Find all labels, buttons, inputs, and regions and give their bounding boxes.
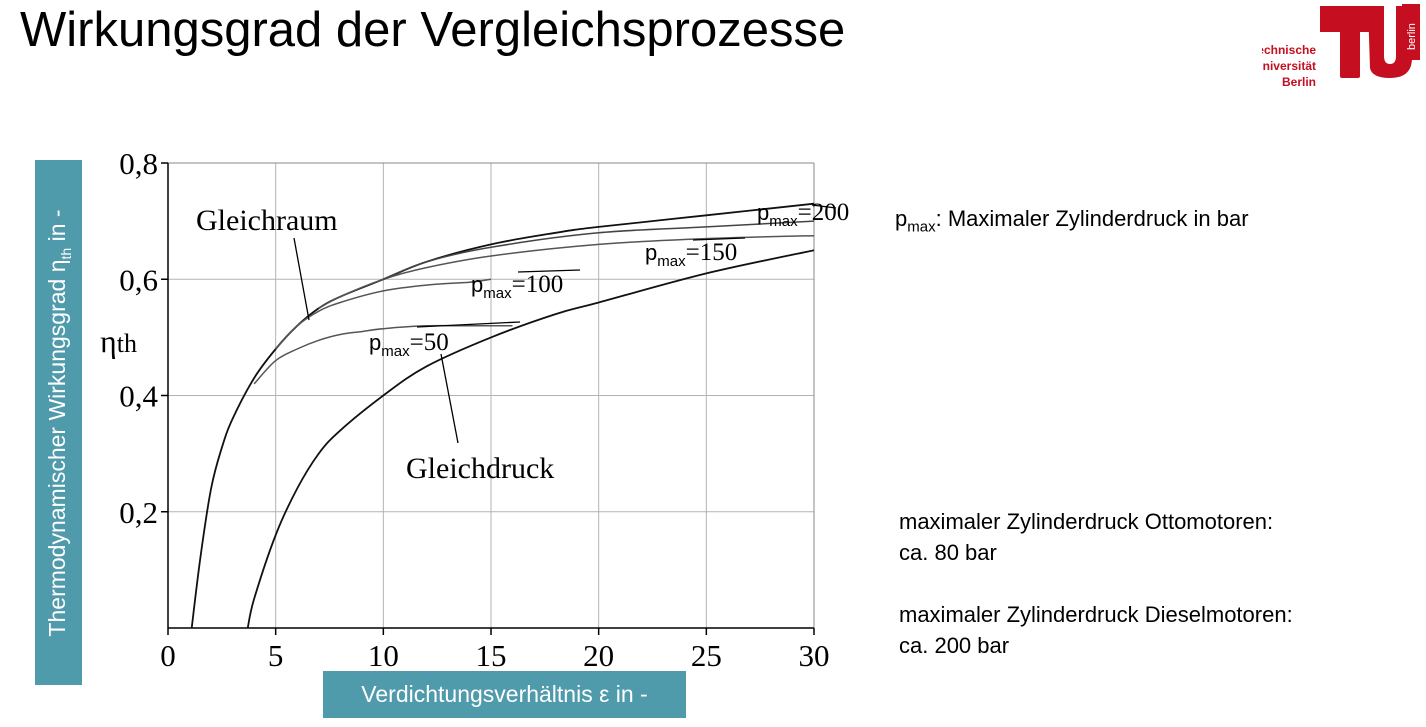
pmax-label-sub: max: [483, 285, 512, 302]
gleichdruck-label: Gleichdruck: [406, 452, 554, 485]
pmax-note-sub: max: [907, 218, 936, 236]
x-tick-label: 5: [268, 638, 284, 673]
y-axis-label-box: Thermodynamischer Wirkungsgrad ηth in -: [35, 160, 82, 685]
tu-berlin-logo: Technische Universität Berlin berlin: [1262, 4, 1420, 88]
y-tick-label: 0,2: [119, 495, 158, 530]
y-tick-label: 0,4: [119, 379, 158, 414]
pmax-label-value: =50: [410, 329, 449, 356]
pmax-label-value: =100: [512, 271, 564, 298]
gleichdruck-curve: [246, 249, 815, 629]
pmax-100-label: pmax=100: [471, 271, 563, 302]
pmax-label-sub: max: [657, 253, 686, 270]
logo-line-2: Universität: [1262, 59, 1316, 73]
diesel-note-line-2: ca. 200 bar: [899, 633, 1010, 658]
pmax-200-label: pmax=200: [757, 199, 849, 230]
otto-note-line-2: ca. 80 bar: [899, 540, 997, 565]
otto-note-line-1: maximaler Zylinderdruck Ottomotoren:: [899, 509, 1274, 534]
chart-series: [190, 202, 815, 629]
x-tick-label: 20: [583, 638, 614, 673]
logo-u-shape: [1368, 6, 1412, 78]
chart-axes: 0 5 10 15 20 25 30 0,2 0,4 0,6 0,8 ηth: [100, 146, 830, 673]
chart-grid: [168, 163, 814, 628]
gleichraum-label: Gleichraum: [196, 204, 338, 237]
pmax-label-symbol: p: [369, 330, 381, 355]
logo-side-bar: [1402, 4, 1420, 60]
diesel-note-line-1: maximaler Zylinderdruck Dieselmotoren:: [899, 602, 1293, 627]
x-tick-label: 0: [160, 638, 176, 673]
pmax-label-symbol: p: [757, 200, 769, 225]
chart-labels: GleichraumGleichdruckpmax=50pmax=100pmax…: [196, 199, 849, 485]
pmax-note-symbol: p: [895, 206, 908, 231]
x-tick-label: 30: [799, 638, 830, 673]
pmax-label-symbol: p: [645, 240, 657, 265]
x-tick-label: 25: [691, 638, 722, 673]
x-tick-label: 10: [368, 638, 399, 673]
pmax-legend-note: pmax: Maximaler Zylinderdruck in bar: [895, 206, 1249, 235]
x-axis-label: Verdichtungsverhältnis ε in -: [361, 681, 648, 707]
pmax-label-sub: max: [769, 213, 798, 230]
pmax-50-leader: [416, 321, 521, 328]
pmax-150-curve: [318, 234, 815, 309]
gleichraum-curve: [190, 202, 815, 629]
pmax-label-value: =200: [798, 199, 850, 226]
pmax-100-curve: [275, 278, 492, 350]
x-axis-label-box: Verdichtungsverhältnis ε in -: [323, 671, 686, 718]
logo-line-3: Berlin: [1282, 75, 1316, 88]
logo-t-shape: [1320, 6, 1378, 78]
pmax-100-leader: [517, 269, 581, 273]
pmax-150-leader: [692, 237, 746, 241]
gleichraum-leader: [293, 237, 310, 321]
logo-side-text: berlin: [1406, 23, 1418, 50]
pmax-note-text: : Maximaler Zylinderdruck in bar: [935, 206, 1249, 231]
diesel-note: maximaler Zylinderdruck Dieselmotoren: c…: [899, 599, 1293, 661]
y-tick-label: 0,6: [119, 262, 158, 297]
y-symbol-sub: th: [117, 329, 137, 358]
pmax-label-value: =150: [686, 239, 738, 266]
otto-note: maximaler Zylinderdruck Ottomotoren: ca.…: [899, 506, 1273, 568]
y-symbol-main: η: [100, 323, 117, 359]
pmax-50-label: pmax=50: [369, 329, 449, 360]
pmax-200-leader: [811, 204, 837, 209]
y-tick-label: 0,8: [119, 146, 158, 181]
slide-title: Wirkungsgrad der Vergleichsprozesse: [20, 3, 846, 57]
pmax-label-sub: max: [381, 343, 410, 360]
pmax-label-symbol: p: [471, 272, 483, 297]
x-tick-label: 15: [476, 638, 507, 673]
gleichdruck-leader: [440, 353, 459, 444]
logo-line-1: Technische: [1262, 43, 1316, 57]
y-symbol-label: ηth: [100, 323, 137, 359]
pmax-150-label: pmax=150: [645, 239, 737, 270]
pmax-200-curve: [383, 220, 815, 280]
